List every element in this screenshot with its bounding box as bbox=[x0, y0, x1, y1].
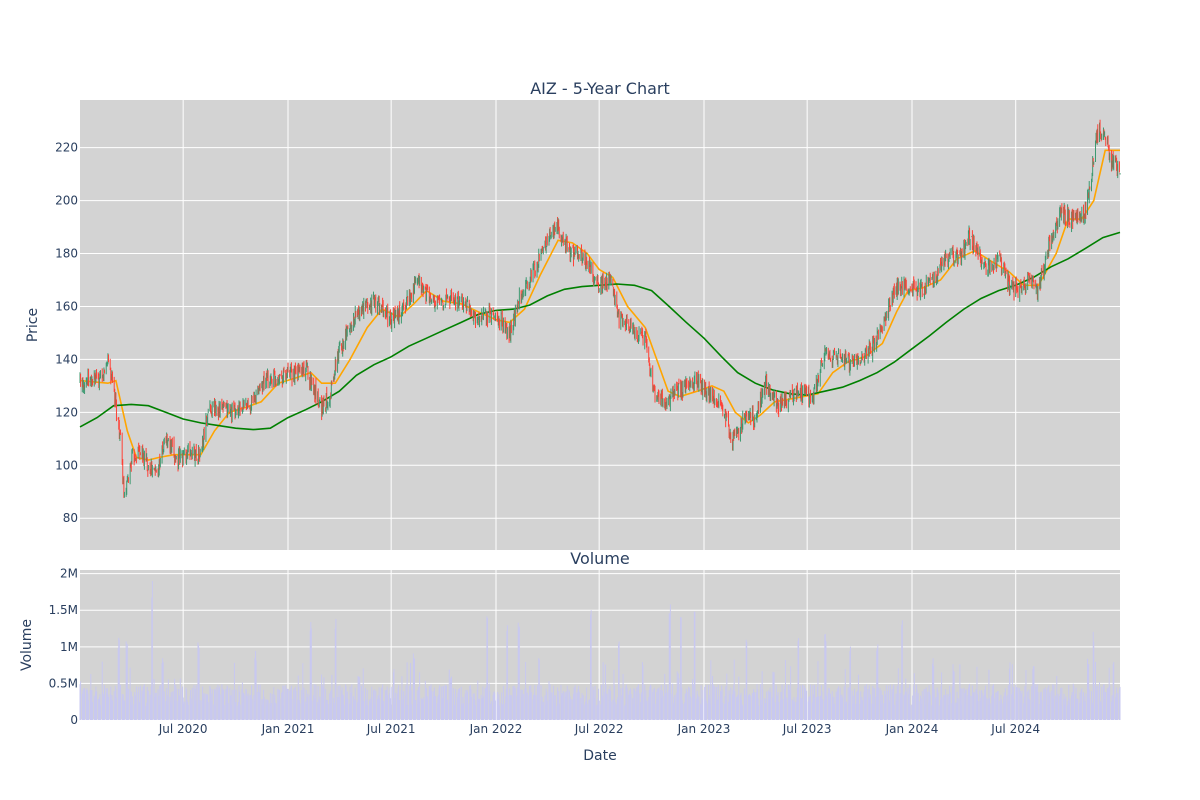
volume-tick-label: 2M bbox=[60, 567, 78, 581]
x-tick-label: Jan 2021 bbox=[261, 722, 315, 736]
x-tick-label: Jul 2024 bbox=[990, 722, 1040, 736]
price-tick-label: 80 bbox=[63, 511, 78, 525]
volume-tick-label: 0 bbox=[70, 713, 78, 727]
x-tick-label: Jan 2022 bbox=[469, 722, 523, 736]
date-axis-label: Date bbox=[583, 748, 616, 764]
price-tick-label: 160 bbox=[55, 299, 78, 313]
price-y-ticks: 80 100 120 140 160 180 200 220 bbox=[55, 141, 78, 526]
price-panel-bg bbox=[80, 100, 1120, 550]
x-tick-label: Jan 2024 bbox=[885, 722, 939, 736]
volume-bars bbox=[79, 581, 1121, 720]
price-tick-label: 220 bbox=[55, 141, 78, 155]
x-tick-label: Jul 2021 bbox=[366, 722, 416, 736]
price-grid bbox=[80, 100, 1120, 550]
price-tick-label: 140 bbox=[55, 352, 78, 366]
x-tick-label: Jul 2022 bbox=[574, 722, 624, 736]
price-axis-label: Price bbox=[25, 308, 41, 342]
volume-panel-title: Volume bbox=[570, 549, 630, 568]
chart-title: AIZ - 5-Year Chart bbox=[530, 79, 670, 98]
volume-tick-label: 0.5M bbox=[49, 676, 78, 690]
price-tick-label: 200 bbox=[55, 194, 78, 208]
x-tick-label: Jul 2023 bbox=[782, 722, 832, 736]
volume-grid bbox=[80, 570, 1120, 721]
x-tick-label: Jul 2020 bbox=[158, 722, 208, 736]
ma-long-line bbox=[79, 231, 1121, 431]
date-x-ticks: Jul 2020 Jan 2021 Jul 2021 Jan 2022 Jul 2022… bbox=[158, 722, 1040, 736]
price-tick-label: 120 bbox=[55, 405, 78, 419]
volume-tick-label: 1M bbox=[60, 640, 78, 654]
volume-tick-label: 1.5M bbox=[49, 603, 78, 617]
x-tick-label: Jan 2023 bbox=[677, 722, 731, 736]
volume-axis-label: Volume bbox=[19, 619, 35, 671]
price-tick-label: 180 bbox=[55, 247, 78, 261]
candlestick-series bbox=[79, 119, 1121, 498]
price-tick-label: 100 bbox=[55, 458, 78, 472]
volume-y-ticks: 0 0.5M 1M 1.5M 2M bbox=[49, 567, 78, 727]
